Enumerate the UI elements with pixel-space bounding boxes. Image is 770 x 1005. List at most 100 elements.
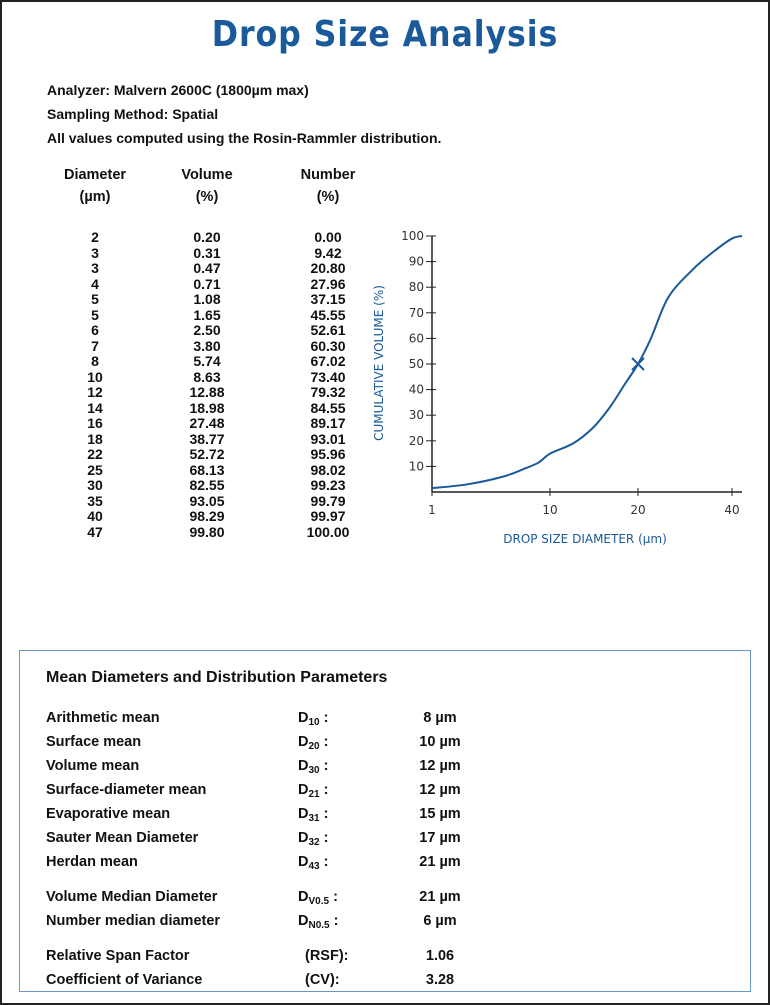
mean-symbol: DV0.5 : [298,888,388,911]
mean-symbol-subscript: 43 [308,861,320,872]
table-cell-volume: 8.63 [193,368,221,385]
mean-symbol-colon: : [319,782,329,798]
y-tick-label: 10 [409,459,424,473]
table-cell-diameter: 4 [91,275,99,292]
mean-symbol-subscript: 10 [308,717,320,728]
mean-symbol-base: (RSF): [305,948,349,964]
mean-symbol-subscript: 30 [308,765,320,776]
col-header-number: Number (%) [300,167,356,205]
table-cell-number: 0.00 [314,229,342,245]
mean-label: Number median diameter [46,913,221,929]
mean-value: 15 µm [419,806,461,822]
mean-symbol: D10 : [298,709,388,732]
table-cell-diameter: 40 [87,508,103,524]
mean-label: Relative Span Factor [46,948,190,964]
table-cell-number: 73.40 [310,368,346,385]
table-cell-volume: 0.47 [193,260,221,276]
table-cell-number: 67.02 [310,353,346,369]
table-cell-diameter: 12 [87,384,103,400]
x-tick-label: 1 [428,503,436,517]
mean-symbol-subscript: V0.5 [308,896,330,907]
mean-symbol-base: (CV): [305,972,340,988]
chart-series-line [431,235,743,490]
table-cell-number: 27.96 [310,275,346,292]
table-cell-volume: 3.80 [193,337,221,354]
chart-y-label: CUMULATIVE VOLUME (%) [372,285,386,441]
distribution-note: All values computed using the Rosin-Ramm… [47,130,442,146]
mean-symbol: D20 : [298,733,388,756]
mean-symbol-colon: : [319,734,329,750]
mean-symbol: DN0.5 : [298,912,388,935]
table-cell-number: 98.02 [310,461,346,478]
x-tick-label: 40 [724,503,739,517]
mean-symbol-subscript: N0.5 [308,920,330,931]
table-cell-diameter: 8 [91,353,99,369]
mean-label: Surface-diameter mean [46,782,207,798]
table-cell-diameter: 5 [91,306,99,323]
mean-label: Surface mean [46,734,142,750]
x-tick-label: 10 [542,503,557,517]
mean-symbol: (CV): [305,971,395,994]
table-cell-volume: 18.98 [189,399,225,416]
mean-symbol: D30 : [298,757,388,780]
means-panel [19,650,751,992]
y-tick-label: 100 [401,229,424,243]
table-cell-diameter: 2 [91,229,99,245]
mean-label: Arithmetic mean [46,710,160,726]
table-cell-volume: 12.88 [189,384,225,400]
table-cell-volume: 2.50 [193,322,221,338]
table-cell-diameter: 6 [91,322,99,338]
y-tick-label: 50 [409,357,424,371]
mean-symbol-base: D [298,734,309,750]
mean-symbol-subscript: 31 [308,813,320,824]
table-cell-number: 52.61 [310,322,346,338]
table-cell-volume: 0.71 [193,275,221,292]
table-cell-number: 95.96 [310,446,346,462]
median-marker [631,357,645,371]
mean-value: 6 µm [423,913,457,929]
mean-label: Sauter Mean Diameter [46,830,199,846]
page-title: Drop Size Analysis [211,14,559,55]
mean-symbol-base: D [298,710,309,726]
table-cell-number: 79.32 [310,384,346,400]
table-cell-diameter: 22 [87,446,103,462]
table-cell-diameter: 3 [91,244,99,261]
y-tick-label: 30 [409,408,424,422]
table-cell-volume: 98.29 [189,508,225,524]
mean-symbol: (RSF): [305,947,395,970]
table-cell-number: 37.15 [310,291,346,307]
mean-symbol-base: D [298,806,309,822]
table-cell-volume: 1.65 [193,306,221,323]
table-cell-diameter: 47 [87,523,103,540]
mean-label: Herdan mean [46,854,138,870]
y-tick-label: 80 [409,280,424,294]
mean-symbol-colon: : [319,830,329,846]
mean-symbol-colon: : [319,710,329,726]
mean-symbol-base: D [298,830,309,846]
mean-label: Evaporative mean [46,806,171,822]
table-cell-diameter: 18 [87,430,103,447]
table-cell-volume: 68.13 [189,461,225,478]
mean-symbol-base: D [298,782,309,798]
table-cell-diameter: 14 [87,399,103,416]
table-cell-diameter: 5 [91,291,99,307]
table-cell-volume: 27.48 [189,415,225,431]
mean-value: 8 µm [423,710,457,726]
chart-x-label: DROP SIZE DIAMETER (µm) [503,532,667,546]
table-cell-diameter: 7 [91,337,99,354]
mean-value: 3.28 [425,972,455,988]
table-cell-number: 100.00 [306,523,350,540]
table-cell-diameter: 30 [87,477,103,493]
mean-symbol-subscript: 20 [308,741,320,752]
col-header-volume: Volume (%) [181,167,233,205]
y-tick-label: 20 [409,434,424,448]
mean-symbol: D43 : [298,853,388,876]
mean-value: 12 µm [419,782,461,798]
table-cell-number: 93.01 [310,430,346,447]
mean-symbol-colon: : [319,758,329,774]
table-cell-number: 20.80 [310,260,346,276]
table-cell-volume: 52.72 [189,446,225,462]
mean-symbol: D31 : [298,805,388,828]
